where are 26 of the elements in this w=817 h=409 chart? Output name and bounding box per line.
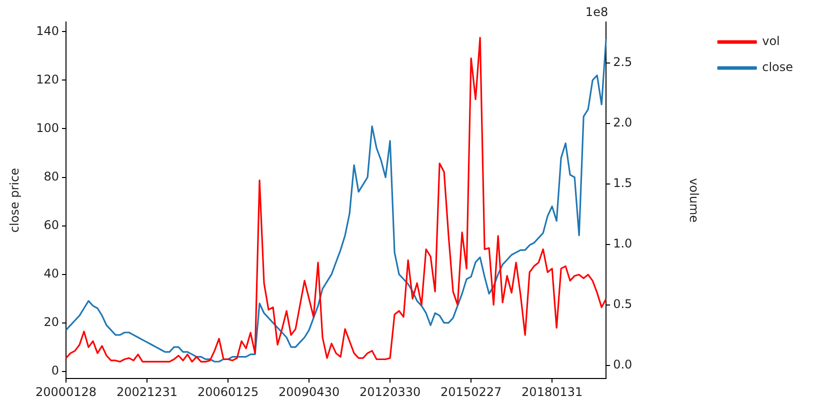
y-tick-label: 100	[36, 120, 59, 135]
y2-axis-title: volume	[686, 178, 701, 223]
legend-label: vol	[762, 34, 780, 48]
x-tick-label: 20060125	[197, 384, 259, 399]
y-tick-label: 60	[44, 218, 59, 232]
y2-tick-label: 2.5	[613, 55, 632, 70]
x-tick-label: 20180131	[522, 384, 583, 399]
y-tick-label: 0	[51, 363, 59, 378]
y-tick-label: 120	[36, 72, 59, 86]
y-tick-label: 140	[36, 24, 59, 38]
y-axis-title: close price	[7, 168, 22, 233]
x-tick-label: 20150227	[440, 384, 502, 399]
y2-tick-label: 1.5	[613, 176, 632, 190]
y-tick-label: 20	[44, 314, 59, 329]
x-tick-label: 20090430	[278, 384, 340, 399]
x-tick-label: 20000128	[35, 384, 97, 399]
y-tick-label: 40	[44, 266, 59, 280]
y2-tick-label: 2.0	[613, 116, 632, 130]
y-tick-label: 80	[44, 169, 59, 184]
x-tick-label: 20021231	[116, 384, 178, 399]
text: 1e8	[585, 5, 608, 20]
y2-tick-label: 0.0	[613, 357, 632, 372]
y2-tick-label: 1.0	[613, 236, 632, 251]
legend-label: close	[762, 60, 794, 74]
x-tick-label: 20120330	[360, 384, 421, 399]
y2-tick-label: 0.5	[613, 296, 632, 311]
